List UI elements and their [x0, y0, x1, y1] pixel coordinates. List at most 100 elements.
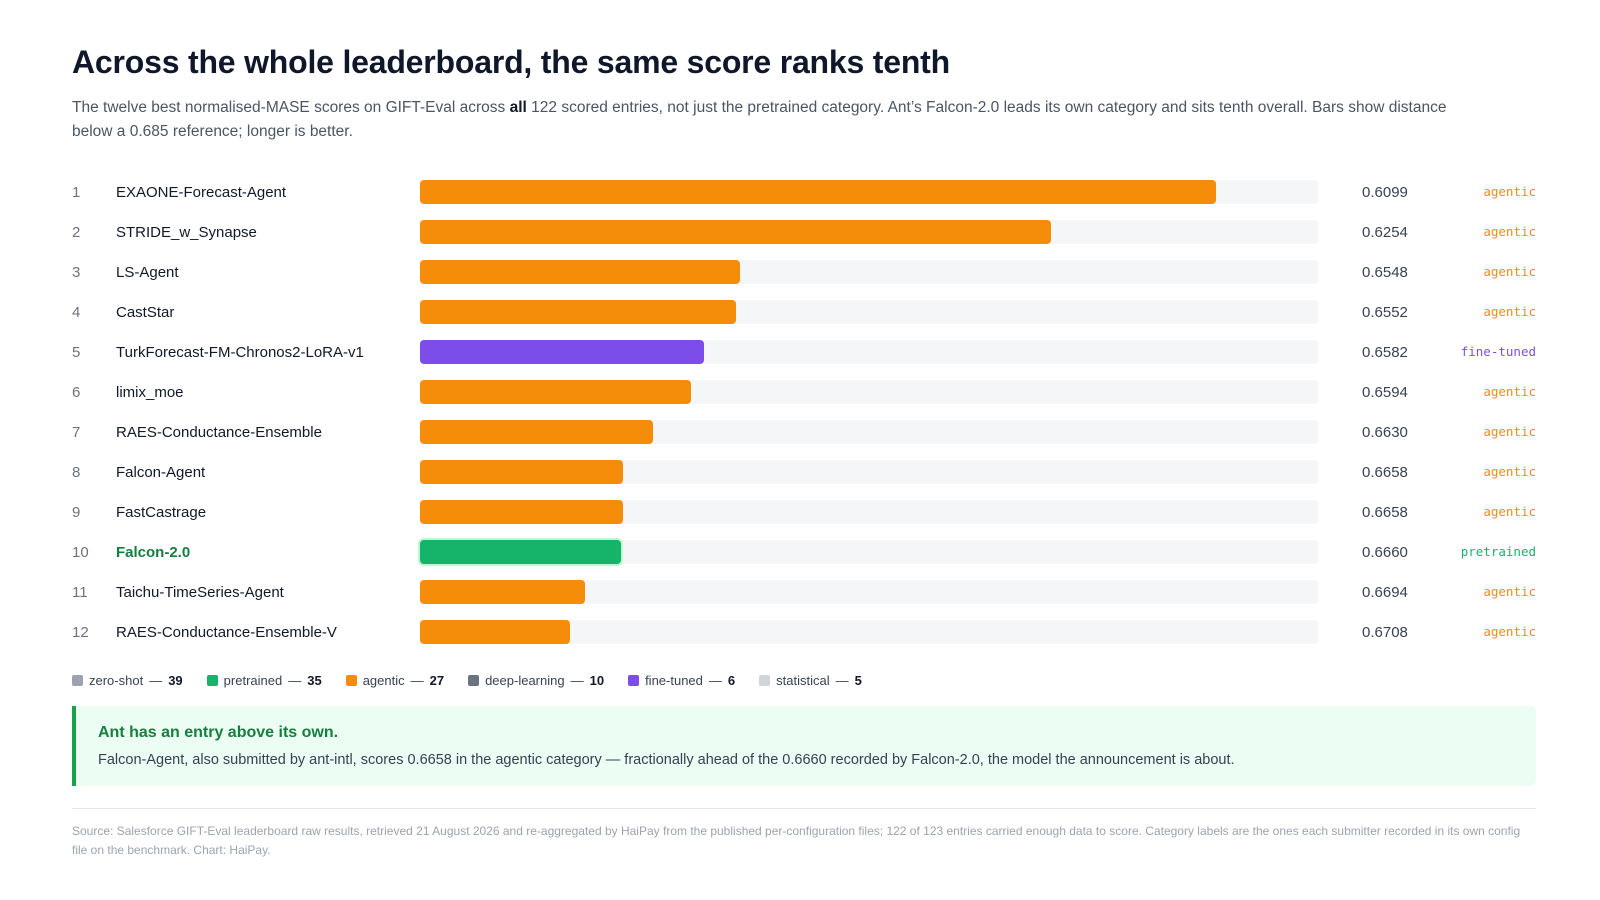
bar-mark — [420, 420, 653, 444]
legend-count: 6 — [727, 672, 736, 688]
category-label: agentic — [1483, 624, 1536, 639]
rank-label: 1 — [72, 184, 81, 201]
entry-name: TurkForecast-FM-Chronos2-LoRA-v1 — [116, 344, 364, 361]
legend-swatch — [206, 674, 218, 686]
category-label: agentic — [1483, 264, 1536, 279]
entry-name: Taichu-TimeSeries-Agent — [116, 584, 284, 601]
legend-count: 10 — [589, 672, 605, 688]
bar-mark — [420, 180, 1216, 204]
legend-label: statistical — [776, 672, 830, 688]
legend-swatch — [345, 674, 357, 686]
table-row: 1 EXAONE-Forecast-Agent 0.6099 agentic — [72, 180, 1536, 206]
category-label: fine-tuned — [1460, 344, 1536, 359]
entry-name: RAES-Conductance-Ensemble — [116, 424, 322, 441]
rank-label: 6 — [72, 384, 81, 401]
entry-name: Falcon-2.0 — [116, 544, 191, 561]
entry-name: Falcon-Agent — [116, 464, 206, 481]
bar-mark — [420, 220, 1051, 244]
table-row: 6 limix_moe 0.6594 agentic — [72, 380, 1536, 406]
score-label: 0.6552 — [1362, 304, 1408, 321]
chart-container: Across the whole leaderboard, the same s… — [72, 42, 1536, 857]
score-label: 0.6630 — [1362, 424, 1408, 441]
legend-item: agentic — 27 — [345, 672, 444, 688]
legend-swatch — [468, 674, 480, 686]
bar-mark — [420, 500, 623, 524]
legend-swatch — [72, 674, 83, 686]
legend-dash: — — [570, 672, 584, 688]
legend-dash: — — [835, 672, 849, 688]
legend-item: fine-tuned — 6 — [628, 673, 735, 688]
subtitle-text-pre: The twelve best normalised-MASE scores o… — [72, 99, 510, 116]
divider — [72, 808, 1536, 809]
score-label: 0.6708 — [1362, 624, 1408, 641]
bar-mark — [420, 340, 704, 364]
table-row: 9 FastCastrage 0.6658 agentic — [72, 500, 1536, 526]
legend-label: deep-learning — [485, 672, 565, 688]
legend-count: 35 — [307, 672, 322, 688]
subtitle-emphasis: all — [509, 99, 527, 116]
legend-dash: — — [410, 672, 424, 688]
legend-item: statistical — 5 — [759, 673, 862, 688]
score-label: 0.6254 — [1362, 224, 1408, 241]
category-label: agentic — [1483, 224, 1536, 239]
legend-label: fine-tuned — [645, 672, 703, 688]
page-title: Across the whole leaderboard, the same s… — [72, 44, 950, 80]
score-label: 0.6694 — [1362, 584, 1408, 601]
table-row: 4 CastStar 0.6552 agentic — [72, 300, 1536, 326]
table-row: 2 STRIDE_w_Synapse 0.6254 agentic — [72, 220, 1536, 246]
legend-item: deep-learning — 10 — [468, 673, 604, 688]
legend-label: agentic — [362, 672, 405, 688]
score-label: 0.6658 — [1362, 504, 1408, 521]
entry-name: CastStar — [116, 304, 175, 321]
legend-dash: — — [708, 672, 722, 688]
table-row: 7 RAES-Conductance-Ensemble 0.6630 agentic — [72, 420, 1536, 446]
category-label: agentic — [1483, 424, 1536, 439]
rank-label: 2 — [72, 224, 81, 241]
rank-label: 3 — [72, 264, 81, 281]
table-row: 10 Falcon-2.0 0.6660 pretrained — [72, 540, 1536, 566]
score-label: 0.6548 — [1362, 264, 1408, 281]
callout-body: Falcon-Agent, also submitted by ant-intl… — [98, 752, 1235, 768]
legend-swatch — [628, 674, 640, 686]
rank-label: 8 — [72, 464, 81, 481]
bar-mark — [420, 300, 736, 324]
table-row: 11 Taichu-TimeSeries-Agent 0.6694 agentic — [72, 580, 1536, 606]
entry-name: STRIDE_w_Synapse — [116, 224, 257, 241]
entry-name: EXAONE-Forecast-Agent — [116, 184, 287, 201]
legend-swatch — [759, 674, 771, 686]
category-label: agentic — [1483, 184, 1536, 199]
rank-label: 11 — [72, 584, 88, 601]
bar-mark — [420, 540, 621, 564]
score-label: 0.6099 — [1362, 184, 1408, 201]
score-label: 0.6594 — [1362, 384, 1408, 401]
legend-dash: — — [288, 672, 302, 688]
subtitle-text-post: 122 scored entries, not just the pretrai… — [72, 99, 1447, 140]
bar-mark — [420, 620, 570, 644]
rank-label: 10 — [72, 544, 89, 561]
rank-label: 4 — [72, 304, 81, 321]
score-label: 0.6582 — [1362, 344, 1408, 361]
category-label: agentic — [1483, 304, 1536, 319]
score-label: 0.6658 — [1362, 464, 1408, 481]
entry-name: RAES-Conductance-Ensemble-V — [116, 624, 337, 641]
callout-title: Ant has an entry above its own. — [98, 724, 339, 741]
legend-count: 39 — [168, 672, 183, 688]
table-row: 8 Falcon-Agent 0.6658 agentic — [72, 460, 1536, 486]
callout-box: Ant has an entry above its own. Falcon-A… — [72, 706, 1536, 786]
table-row: 3 LS-Agent 0.6548 agentic — [72, 260, 1536, 286]
legend-count: 5 — [854, 672, 862, 688]
rank-label: 5 — [72, 344, 81, 361]
legend-label: pretrained — [223, 672, 283, 688]
category-label: agentic — [1483, 464, 1536, 479]
subtitle: The twelve best normalised-MASE scores o… — [72, 96, 1472, 144]
legend-label: zero-shot — [89, 672, 144, 688]
legend-item: pretrained — 35 — [206, 672, 322, 688]
category-label: agentic — [1483, 384, 1536, 399]
score-label: 0.6660 — [1362, 544, 1408, 561]
entry-name: LS-Agent — [116, 264, 179, 281]
bar-mark — [420, 260, 740, 284]
bar-chart: 1 EXAONE-Forecast-Agent 0.6099 agentic 2 STRI… — [72, 180, 1536, 660]
legend-item: zero-shot — 39 — [72, 673, 183, 688]
category-label: pretrained — [1460, 544, 1536, 559]
entry-name: FastCastrage — [116, 504, 207, 521]
